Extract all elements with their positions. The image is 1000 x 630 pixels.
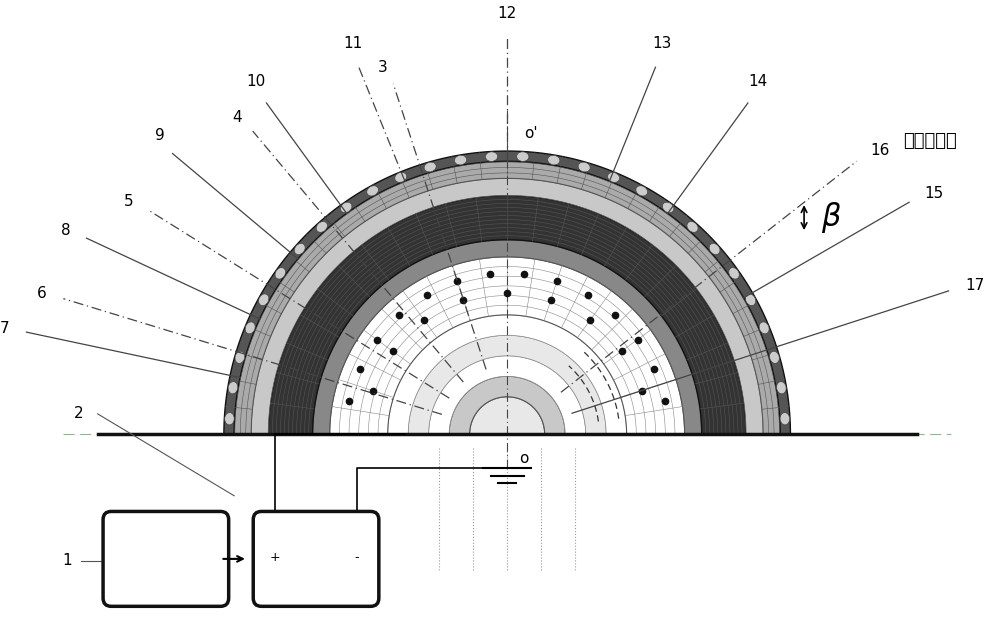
Ellipse shape <box>225 413 234 425</box>
Ellipse shape <box>578 162 590 172</box>
Text: 16: 16 <box>870 143 890 158</box>
Ellipse shape <box>316 222 327 232</box>
Polygon shape <box>234 161 780 434</box>
Polygon shape <box>388 315 627 434</box>
Text: 9: 9 <box>155 127 164 142</box>
Text: 12: 12 <box>498 6 517 21</box>
Ellipse shape <box>245 322 255 334</box>
Text: 7: 7 <box>0 321 10 336</box>
Ellipse shape <box>395 173 407 182</box>
Text: 6: 6 <box>37 286 47 301</box>
Ellipse shape <box>548 155 560 165</box>
Polygon shape <box>449 376 565 434</box>
Ellipse shape <box>687 222 698 232</box>
Ellipse shape <box>729 268 739 279</box>
Ellipse shape <box>662 202 674 213</box>
Polygon shape <box>313 240 702 434</box>
Ellipse shape <box>517 152 529 161</box>
Ellipse shape <box>777 382 786 394</box>
Polygon shape <box>224 151 790 434</box>
Text: o: o <box>519 451 529 466</box>
Text: 8: 8 <box>61 224 71 238</box>
Text: 子午面视图: 子午面视图 <box>903 132 957 150</box>
Text: 17: 17 <box>965 278 984 293</box>
Ellipse shape <box>709 243 720 255</box>
Polygon shape <box>251 178 763 434</box>
Polygon shape <box>330 257 685 434</box>
Text: +: + <box>270 551 280 564</box>
Text: 13: 13 <box>652 37 672 52</box>
Ellipse shape <box>770 352 779 364</box>
Ellipse shape <box>454 155 467 165</box>
Ellipse shape <box>485 152 498 161</box>
Ellipse shape <box>780 413 790 425</box>
Ellipse shape <box>636 186 648 196</box>
Ellipse shape <box>235 352 245 364</box>
Ellipse shape <box>759 322 769 334</box>
Polygon shape <box>470 397 545 434</box>
Ellipse shape <box>745 294 756 306</box>
Ellipse shape <box>259 294 269 306</box>
Text: 2: 2 <box>74 406 84 421</box>
Text: 3: 3 <box>378 60 388 75</box>
Text: 11: 11 <box>343 37 362 52</box>
Text: 10: 10 <box>247 74 266 89</box>
Text: 1: 1 <box>62 553 72 568</box>
Text: 4: 4 <box>232 110 242 125</box>
Text: o': o' <box>524 126 538 141</box>
Text: 14: 14 <box>748 74 768 89</box>
Polygon shape <box>408 335 606 434</box>
Ellipse shape <box>294 243 305 255</box>
Text: 15: 15 <box>924 186 943 201</box>
FancyBboxPatch shape <box>253 512 379 606</box>
Ellipse shape <box>608 173 620 182</box>
Polygon shape <box>429 356 586 434</box>
Text: -: - <box>355 551 359 564</box>
FancyBboxPatch shape <box>103 512 229 606</box>
Text: 5: 5 <box>124 193 134 209</box>
Text: β: β <box>821 202 841 233</box>
Ellipse shape <box>275 268 286 279</box>
Ellipse shape <box>424 162 436 172</box>
Ellipse shape <box>340 202 352 213</box>
Polygon shape <box>268 195 746 434</box>
Ellipse shape <box>367 186 378 196</box>
Ellipse shape <box>228 382 238 394</box>
